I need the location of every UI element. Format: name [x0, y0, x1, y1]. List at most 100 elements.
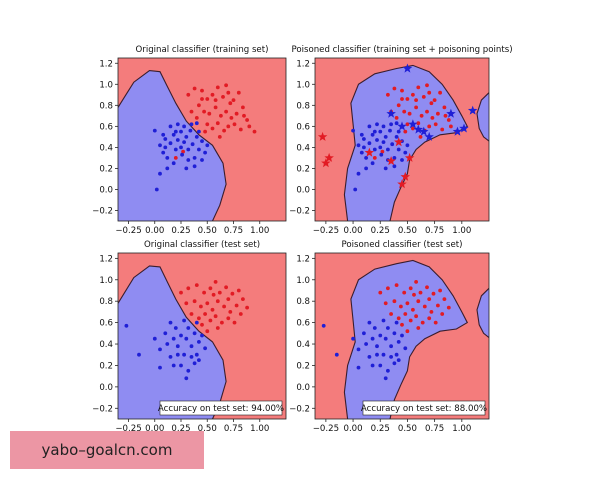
- data-point-class1: [421, 95, 426, 99]
- plot-area: [118, 70, 257, 221]
- watermark-banner: yabo–goalcn.com: [10, 431, 204, 469]
- data-point-class1: [431, 291, 436, 296]
- data-point-class1: [446, 305, 451, 310]
- data-point-class0: [161, 132, 166, 137]
- data-point-class0: [179, 145, 183, 150]
- data-point-class1: [224, 109, 229, 114]
- data-point-class1: [372, 156, 377, 160]
- data-point-class0: [154, 187, 159, 192]
- y-tick-label: 1.0: [296, 80, 310, 90]
- data-point-class1: [236, 90, 241, 95]
- data-point-class0: [386, 368, 390, 373]
- data-point-class0: [372, 326, 377, 330]
- data-point-class0: [392, 164, 397, 169]
- data-point-class0: [362, 145, 366, 150]
- x-tick-label: 0.00: [343, 226, 362, 236]
- data-point-class0: [389, 355, 393, 359]
- x-tick-label: −0.25: [313, 424, 339, 434]
- data-point-class0: [184, 336, 189, 341]
- poison-star-class1: [324, 152, 334, 162]
- data-point-class0: [192, 164, 197, 169]
- data-point-class1: [425, 285, 429, 290]
- data-point-class0: [175, 344, 180, 349]
- x-tick-label: 1.00: [250, 424, 269, 434]
- data-point-class1: [222, 128, 227, 133]
- x-tick-label: 0.75: [425, 226, 444, 236]
- data-point-class0: [394, 121, 399, 126]
- data-point-class0: [197, 147, 201, 152]
- data-point-class0: [189, 355, 194, 359]
- data-point-class1: [197, 316, 201, 321]
- data-point-class0: [362, 331, 366, 336]
- data-point-class1: [403, 312, 408, 316]
- data-point-class1: [392, 299, 397, 304]
- data-point-class1: [433, 122, 438, 127]
- y-tick-label: 0.2: [99, 361, 113, 371]
- data-point-class1: [208, 318, 213, 323]
- y-tick-label: 1.0: [296, 276, 310, 286]
- data-point-class0: [168, 355, 173, 359]
- data-point-class0: [171, 161, 176, 166]
- data-point-class0: [392, 156, 397, 160]
- data-point-class1: [217, 290, 222, 295]
- data-point-class1: [433, 320, 438, 325]
- data-point-class0: [158, 171, 162, 176]
- x-tick-label: 0.75: [224, 424, 243, 434]
- data-point-class1: [228, 101, 233, 106]
- data-point-class1: [414, 280, 418, 284]
- data-point-class1: [418, 135, 423, 139]
- data-point-class0: [161, 150, 166, 155]
- data-point-class1: [226, 124, 231, 129]
- chart-title: Original classifier (training set): [136, 45, 269, 55]
- data-point-class0: [182, 318, 187, 323]
- data-point-class1: [449, 124, 453, 129]
- data-point-class0: [370, 161, 375, 166]
- data-point-class1: [420, 320, 425, 325]
- data-point-class1: [247, 124, 252, 129]
- data-point-class1: [184, 301, 189, 306]
- x-tick-label: 0.50: [198, 226, 217, 236]
- panel-4: −0.25 0.00 0.25 0.50 0.75 1.00 −0.2 0.0 0.2 0.4 0.…: [289, 240, 490, 434]
- y-tick-label: 0.0: [296, 383, 310, 393]
- data-point-class0: [351, 128, 355, 133]
- data-point-class0: [386, 326, 390, 330]
- y-tick-label: 0.6: [99, 319, 113, 329]
- data-point-class0: [179, 363, 183, 368]
- data-point-class0: [372, 129, 377, 134]
- data-point-class1: [440, 127, 445, 132]
- poison-star-class0: [386, 108, 396, 118]
- data-point-class0: [356, 347, 361, 352]
- data-point-class1: [217, 135, 222, 139]
- data-point-class1: [213, 105, 218, 110]
- data-point-class0: [203, 346, 208, 351]
- decision-boundary: [343, 64, 469, 221]
- data-point-class1: [236, 288, 241, 293]
- poison-star-class0: [413, 124, 424, 134]
- x-tick-label: 1.00: [452, 424, 471, 434]
- data-point-class0: [356, 143, 361, 148]
- data-point-class1: [234, 303, 239, 308]
- data-point-class1: [400, 322, 404, 327]
- watermark-text: yabo–goalcn.com: [41, 441, 173, 459]
- data-point-class0: [372, 147, 377, 152]
- data-point-class1: [173, 156, 178, 160]
- data-point-class1: [186, 286, 191, 291]
- y-tick-label: −0.2: [92, 206, 113, 216]
- data-point-class0: [158, 365, 162, 370]
- data-point-class0: [189, 344, 194, 349]
- y-tick-label: −0.2: [92, 404, 113, 414]
- data-point-class1: [213, 98, 218, 102]
- data-point-class1: [200, 97, 204, 101]
- poison-star-class0: [452, 126, 463, 136]
- region-class0: [118, 70, 227, 221]
- data-point-class1: [226, 90, 231, 95]
- data-point-class1: [438, 90, 442, 95]
- plot-area: [118, 265, 250, 419]
- y-tick-label: 0.8: [99, 101, 113, 111]
- data-point-class0: [190, 142, 195, 147]
- region-class0: [344, 260, 468, 419]
- data-point-class1: [416, 121, 421, 126]
- data-point-class0: [381, 140, 386, 145]
- data-point-class0: [378, 129, 383, 134]
- data-point-class1: [405, 122, 410, 127]
